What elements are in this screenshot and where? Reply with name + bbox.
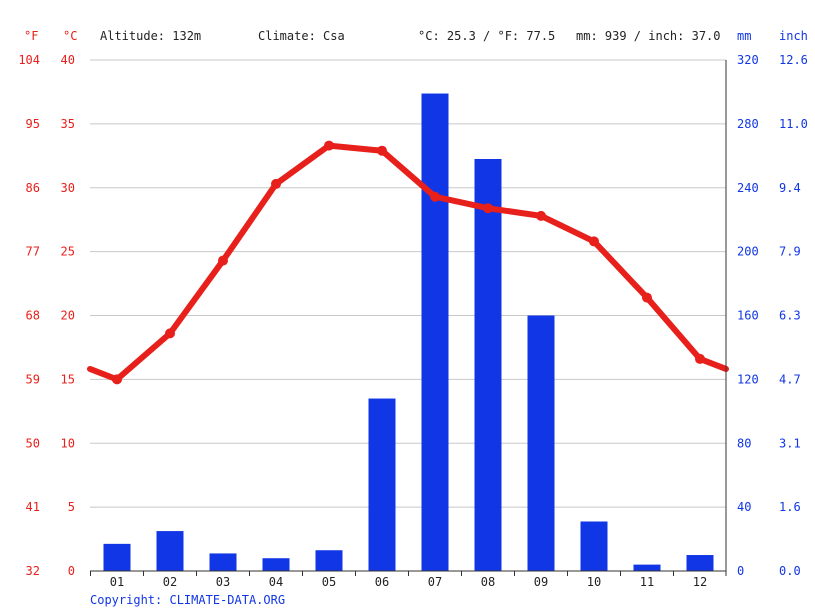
month-label: 07 bbox=[428, 575, 442, 589]
climate-label: Climate: Csa bbox=[258, 29, 345, 43]
precipitation-bar bbox=[633, 564, 661, 571]
tick-label-inch: 11.0 bbox=[779, 117, 808, 131]
precipitation-bar bbox=[368, 398, 396, 571]
precipitation-bars bbox=[103, 93, 714, 572]
tick-label-celsius: 5 bbox=[68, 500, 75, 514]
temperature-series-line bbox=[87, 142, 729, 383]
tick-label-mm: 40 bbox=[737, 500, 751, 514]
temperature-line bbox=[87, 140, 729, 385]
tick-label-inch: 4.7 bbox=[779, 372, 801, 386]
tick-label-inch: 3.1 bbox=[779, 436, 801, 450]
temperature-point bbox=[483, 203, 493, 214]
tick-label-mm: 200 bbox=[737, 245, 759, 259]
temperature-point bbox=[377, 145, 387, 156]
precipitation-bar bbox=[103, 543, 131, 571]
tick-label-celsius: 10 bbox=[61, 436, 75, 450]
temperature-point bbox=[112, 374, 122, 385]
temperature-point bbox=[324, 140, 334, 151]
unit-inch-label: inch bbox=[779, 29, 808, 43]
month-label: 10 bbox=[587, 575, 601, 589]
precipitation-bar bbox=[686, 555, 714, 571]
tick-label-celsius: 15 bbox=[61, 372, 75, 386]
tick-label-fahrenheit: 32 bbox=[26, 564, 40, 578]
tick-label-inch: 1.6 bbox=[779, 500, 801, 514]
tick-label-celsius: 20 bbox=[61, 309, 75, 323]
precipitation-bar bbox=[315, 550, 343, 571]
month-label: 05 bbox=[322, 575, 336, 589]
tick-label-mm: 80 bbox=[737, 436, 751, 450]
tick-label-fahrenheit: 104 bbox=[18, 53, 40, 67]
precipitation-bar bbox=[209, 553, 237, 571]
temperature-point bbox=[642, 292, 652, 303]
precipitation-bar bbox=[262, 558, 290, 571]
precipitation-bar bbox=[421, 93, 449, 572]
month-label: 09 bbox=[534, 575, 548, 589]
precip-total-label: mm: 939 / inch: 37.0 bbox=[576, 29, 721, 43]
month-label: 12 bbox=[693, 575, 707, 589]
grid-lines bbox=[90, 59, 726, 508]
right-axis-ticks: 0 0.0 40 1.6 80 3.1 120 4.7 160 6.3 200 7.9 240 9.4 28… bbox=[737, 53, 808, 578]
copyright-link[interactable]: Copyright: CLIMATE-DATA.ORG bbox=[90, 593, 285, 607]
tick-label-celsius: 40 bbox=[61, 53, 75, 67]
tick-label-fahrenheit: 68 bbox=[26, 309, 40, 323]
tick-label-mm: 120 bbox=[737, 372, 759, 386]
temperature-point bbox=[430, 191, 440, 202]
tick-label-mm: 280 bbox=[737, 117, 759, 131]
tick-label-celsius: 25 bbox=[61, 245, 75, 259]
tick-label-celsius: 35 bbox=[61, 117, 75, 131]
month-label: 02 bbox=[163, 575, 177, 589]
tick-label-fahrenheit: 41 bbox=[26, 500, 40, 514]
tick-label-inch: 0.0 bbox=[779, 564, 801, 578]
unit-mm-label: mm bbox=[737, 29, 751, 43]
month-label: 03 bbox=[216, 575, 230, 589]
month-label: 04 bbox=[269, 575, 283, 589]
tick-label-celsius: 30 bbox=[61, 181, 75, 195]
precipitation-bar bbox=[156, 531, 184, 571]
temperature-point bbox=[271, 178, 281, 189]
tick-label-mm: 320 bbox=[737, 53, 759, 67]
tick-label-inch: 6.3 bbox=[779, 309, 801, 323]
tick-label-fahrenheit: 77 bbox=[26, 245, 40, 259]
precipitation-bar bbox=[580, 521, 608, 571]
month-label: 08 bbox=[481, 575, 495, 589]
tick-label-mm: 240 bbox=[737, 181, 759, 195]
tick-label-inch: 12.6 bbox=[779, 53, 808, 67]
month-label: 11 bbox=[640, 575, 654, 589]
temperature-point bbox=[536, 210, 546, 221]
precipitation-bar bbox=[527, 315, 555, 571]
precipitation-bar bbox=[474, 159, 502, 571]
unit-fahrenheit-label: °F bbox=[24, 29, 38, 43]
month-label: 01 bbox=[110, 575, 124, 589]
altitude-label: Altitude: 132m bbox=[100, 29, 201, 43]
month-label: 06 bbox=[375, 575, 389, 589]
temperature-point bbox=[589, 236, 599, 247]
left-axis-ticks: 32 0 41 5 50 10 59 15 68 20 77 25 86 30 95 35 104 40 bbox=[18, 53, 75, 578]
tick-label-fahrenheit: 59 bbox=[26, 372, 40, 386]
tick-label-fahrenheit: 86 bbox=[26, 181, 40, 195]
tick-label-celsius: 0 bbox=[68, 564, 75, 578]
temperature-point bbox=[165, 328, 175, 339]
tick-label-inch: 7.9 bbox=[779, 245, 801, 259]
temperature-point bbox=[218, 255, 228, 266]
tick-label-mm: 160 bbox=[737, 309, 759, 323]
temperature-point bbox=[695, 353, 705, 364]
tick-label-inch: 9.4 bbox=[779, 181, 801, 195]
avg-temp-label: °C: 25.3 / °F: 77.5 bbox=[418, 29, 555, 43]
tick-label-mm: 0 bbox=[737, 564, 744, 578]
unit-celsius-label: °C bbox=[63, 29, 77, 43]
tick-label-fahrenheit: 50 bbox=[26, 436, 40, 450]
month-labels: 01 02 03 04 05 06 07 08 09 10 11 12 bbox=[90, 571, 727, 589]
tick-label-fahrenheit: 95 bbox=[26, 117, 40, 131]
